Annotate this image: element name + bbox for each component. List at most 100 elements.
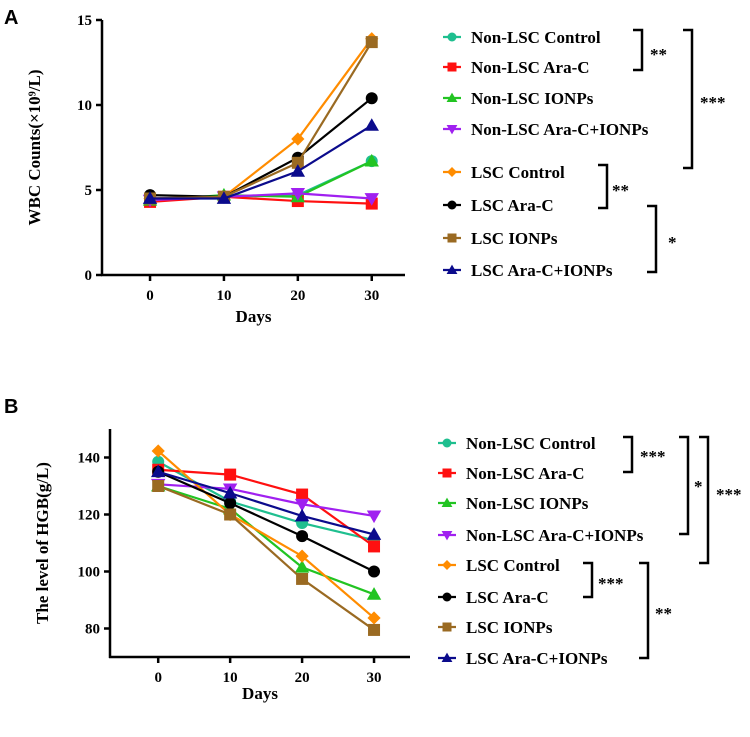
bracket-line [598,163,609,210]
data-point [224,508,237,521]
legend-item: LSC Ara-C [438,588,549,607]
legend-marker [446,92,458,103]
data-point [291,156,304,169]
data-point [365,36,378,49]
bracket-line [679,435,690,536]
legend-label: LSC Ara-C+IONPs [466,649,608,668]
legend-item: LSC IONPs [443,229,558,248]
significance-label: ** [655,604,672,623]
legend-item: LSC Ara-C [443,196,554,215]
series [144,190,378,210]
series-line [157,470,375,536]
legend-item: Non-LSC Ara-C+IONPs [438,526,644,545]
legend-label: Non-LSC IONPs [471,89,594,108]
y-axis-label: The level of HGB(g/L) [33,462,52,624]
data-point [224,497,237,510]
series-line [158,468,375,548]
legend-marker [442,560,452,570]
panel-label: A [4,7,18,29]
significance-label: * [668,233,677,252]
legend-marker [442,468,452,478]
data-point [294,508,310,522]
series [144,92,378,203]
y-tick-label: 10 [77,98,92,114]
data-point [368,540,381,553]
legend-marker [442,438,452,448]
x-tick-label: 30 [364,288,379,304]
significance-bracket: *** [583,561,624,599]
legend-marker [447,233,457,243]
data-point [296,530,309,543]
legend-item: Non-LSC Ara-C+IONPs [443,120,649,139]
legend-label: Non-LSC Ara-C [466,464,585,483]
data-point [151,464,166,478]
bracket-line [633,28,644,72]
series-line [150,41,373,200]
significance-bracket: ** [633,28,667,72]
x-axis-label: Days [236,307,272,326]
series [152,480,381,636]
legend-label: LSC Control [466,556,560,575]
data-point [291,132,305,146]
legend-item: Non-LSC IONPs [443,89,594,108]
legend-label: LSC Ara-C [471,196,554,215]
panel-label: B [4,396,18,418]
legend-marker [447,62,457,72]
significance-bracket: ** [598,163,629,210]
data-point [142,191,158,204]
data-point [364,153,379,167]
legend-label: LSC IONPs [466,618,553,637]
significance-label: *** [640,447,666,466]
x-axis-label: Days [242,684,278,703]
data-point [290,188,306,201]
data-point [368,565,381,578]
legend-label: Non-LSC Control [471,28,601,47]
significance-bracket: *** [699,435,742,565]
series [142,118,379,204]
significance-label: ** [612,181,629,200]
x-tick-label: 30 [367,670,382,686]
series-line [157,470,375,573]
significance-label: ** [650,45,667,64]
legend-item: Non-LSC IONPs [438,494,589,513]
chart-a: A 0 5 10 15 0 10 20 30 Days WBC Counts(×10⁹/L) Non-… [4,7,726,326]
data-point [216,191,232,204]
legend-marker [441,497,453,508]
series [152,465,381,578]
series-line [157,484,375,631]
legend-label: LSC Control [471,163,565,182]
data-point [224,468,237,481]
legend-marker [446,124,458,135]
y-tick-label: 120 [78,508,101,524]
legend-item: LSC Control [438,556,560,575]
legend-item: LSC Ara-C+IONPs [438,649,608,668]
significance-bracket: * [679,435,703,536]
bracket-line [647,204,658,274]
data-point [294,560,310,573]
data-point [364,118,379,131]
legend-label: LSC Ara-C [466,588,549,607]
bracket-line [699,435,710,565]
y-tick-label: 5 [85,183,93,199]
significance-label: * [694,477,703,496]
y-tick-label: 100 [78,565,101,581]
data-point [366,587,382,600]
significance-label: *** [598,574,624,593]
y-axis-label: WBC Counts(×10⁹/L) [25,70,44,226]
legend-label: Non-LSC Ara-C+IONPs [471,120,649,139]
y-tick-label: 140 [78,451,101,467]
legend-item: LSC IONPs [438,618,553,637]
significance-bracket: *** [683,28,726,170]
legend-marker [441,530,453,541]
significance-label: *** [716,485,742,504]
bracket-line [583,561,594,599]
data-point [367,611,381,625]
significance-bracket: ** [639,561,672,660]
legend-item: LSC Control [443,163,565,182]
significance-label: *** [700,93,726,112]
data-point [365,92,378,105]
data-point [152,480,165,492]
legend-item: LSC Ara-C+IONPs [443,261,613,280]
x-tick-label: 20 [290,288,305,304]
